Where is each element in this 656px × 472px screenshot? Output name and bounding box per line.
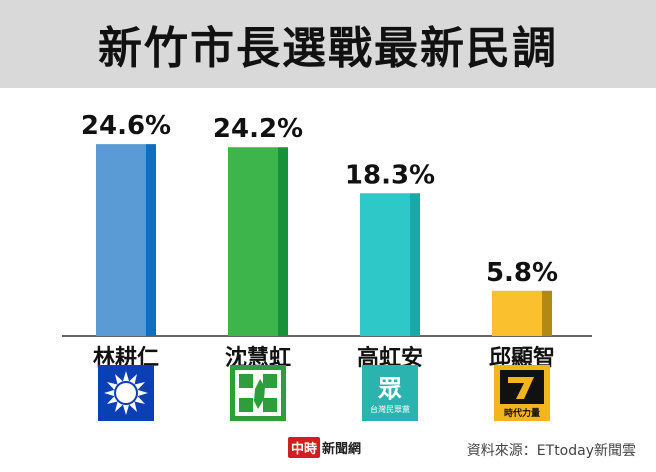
bar-value-label: 5.8% bbox=[486, 258, 558, 288]
bar-value-label: 24.6% bbox=[81, 111, 171, 141]
bar-4: 5.8% bbox=[486, 258, 558, 336]
bar-front bbox=[360, 193, 410, 336]
bar-3: 18.3% bbox=[345, 160, 435, 336]
brand-logo: 中時 新聞網 bbox=[288, 437, 361, 458]
bar-front bbox=[228, 147, 278, 336]
brand-text: 新聞網 bbox=[322, 442, 362, 457]
svg-text:台灣民眾黨: 台灣民眾黨 bbox=[370, 404, 410, 414]
bar-side bbox=[278, 147, 288, 336]
bar-value-label: 18.3% bbox=[345, 160, 435, 190]
brand-mark: 中時 bbox=[288, 437, 321, 458]
bar-front bbox=[96, 144, 146, 336]
bar-1: 24.6% bbox=[81, 111, 171, 336]
bar-2: 24.2% bbox=[213, 114, 303, 336]
bar-side bbox=[410, 193, 420, 336]
bar-value-label: 24.2% bbox=[213, 114, 303, 144]
svg-text:眾: 眾 bbox=[377, 375, 402, 403]
kmt-sun-icon bbox=[98, 365, 154, 421]
chart-title: 新竹市長選戰最新民調 bbox=[98, 23, 558, 74]
title-bar: 新竹市長選戰最新民調 bbox=[0, 0, 656, 88]
source-note: 資料來源：ETtoday新聞雲 bbox=[466, 443, 636, 459]
bar-side bbox=[542, 290, 552, 336]
bar-side bbox=[146, 144, 156, 336]
dpp-taiwan-cross-icon bbox=[230, 365, 286, 421]
svg-text:時代力量: 時代力量 bbox=[504, 407, 540, 419]
bar-chart: 24.6% 24.2% 18.3% 5.8% bbox=[62, 111, 592, 337]
bar-front bbox=[492, 290, 542, 336]
npp-newpower-icon: 時代力量 bbox=[494, 365, 550, 421]
tpp-people-icon: 眾台灣民眾黨 bbox=[362, 365, 418, 421]
